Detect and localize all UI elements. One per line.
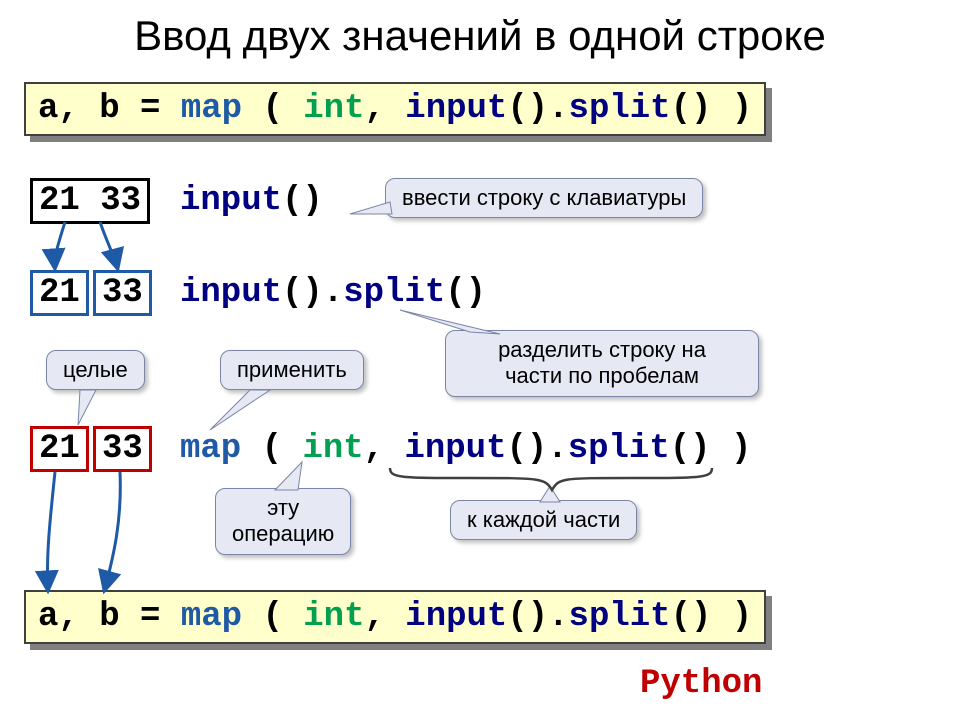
valuebox-row1: 21 33 bbox=[30, 178, 150, 224]
code-seg: () ) bbox=[670, 430, 752, 468]
code-seg: , bbox=[364, 90, 405, 128]
code-seg: , bbox=[364, 430, 405, 468]
code-seg: (). bbox=[507, 90, 568, 128]
code-seg: () ) bbox=[671, 598, 753, 636]
code-seg: input bbox=[180, 182, 282, 220]
page-title: Ввод двух значений в одной строке bbox=[0, 12, 960, 60]
code-seg: () bbox=[282, 182, 323, 220]
code-seg: split bbox=[568, 430, 670, 468]
code-block-top: a, b = map ( int, input().split() ) bbox=[24, 82, 766, 136]
code-row2: input().split() bbox=[180, 274, 486, 312]
valuebox-row3-b: 33 bbox=[93, 426, 152, 472]
valuebox-row2-b: 33 bbox=[93, 270, 152, 316]
code-seg: a, b = bbox=[38, 90, 181, 128]
callout-line: операцию bbox=[232, 521, 334, 546]
code-seg: map bbox=[180, 430, 241, 468]
callout-split: разделить строку на части по пробелам bbox=[445, 330, 759, 397]
code-seg: a, b = bbox=[38, 598, 181, 636]
code-block-bottom: a, b = map ( int, input().split() ) bbox=[24, 590, 766, 644]
code-seg: (). bbox=[507, 430, 568, 468]
code-seg: input bbox=[405, 90, 507, 128]
code-seg: input bbox=[180, 274, 282, 312]
code-seg: int bbox=[302, 430, 363, 468]
code-seg: input bbox=[405, 598, 507, 636]
code-row1: input() bbox=[180, 182, 323, 220]
code-seg: input bbox=[404, 430, 506, 468]
code-seg: ( bbox=[242, 598, 303, 636]
code-seg: split bbox=[569, 598, 671, 636]
callout-apply: применить bbox=[220, 350, 364, 390]
callout-input: ввести строку с клавиатуры bbox=[385, 178, 703, 218]
code-row3: map ( int, input().split() ) bbox=[180, 430, 751, 468]
callout-line: части по пробелам bbox=[505, 363, 699, 388]
python-label: Python bbox=[640, 665, 762, 703]
valuebox-row3-a: 21 bbox=[30, 426, 89, 472]
code-seg: int bbox=[303, 90, 364, 128]
callout-line: эту bbox=[267, 495, 299, 520]
valuebox-row2-a: 21 bbox=[30, 270, 89, 316]
code-seg: (). bbox=[282, 274, 343, 312]
code-seg: , bbox=[364, 598, 405, 636]
code-seg: split bbox=[343, 274, 445, 312]
callout-line: разделить строку на bbox=[498, 337, 706, 362]
callout-int: целые bbox=[46, 350, 145, 390]
code-seg: map bbox=[181, 598, 242, 636]
callout-op: эту операцию bbox=[215, 488, 351, 555]
code-seg: () ) bbox=[671, 90, 753, 128]
code-seg: map bbox=[181, 90, 242, 128]
code-seg: (). bbox=[507, 598, 568, 636]
callout-each: к каждой части bbox=[450, 500, 637, 540]
stage: { "title": "Ввод двух значений в одной с… bbox=[0, 0, 960, 720]
code-seg: ( bbox=[242, 90, 303, 128]
code-seg: split bbox=[569, 90, 671, 128]
code-seg: int bbox=[303, 598, 364, 636]
code-seg: ( bbox=[241, 430, 302, 468]
code-seg: () bbox=[445, 274, 486, 312]
